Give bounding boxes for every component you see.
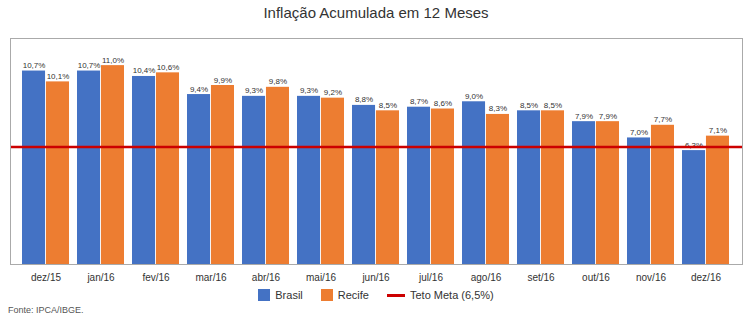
svg-text:mar/16: mar/16 (195, 272, 227, 283)
svg-text:fev/16: fev/16 (142, 272, 170, 283)
svg-text:abr/16: abr/16 (252, 272, 281, 283)
svg-text:jun/16: jun/16 (361, 272, 390, 283)
svg-text:9,2%: 9,2% (324, 88, 342, 97)
svg-text:7,0%: 7,0% (630, 128, 648, 137)
svg-text:8,5%: 8,5% (544, 101, 562, 110)
svg-text:9,8%: 9,8% (269, 77, 287, 86)
svg-text:dez/15: dez/15 (31, 272, 61, 283)
svg-text:out/16: out/16 (582, 272, 610, 283)
svg-text:7,9%: 7,9% (599, 112, 617, 121)
svg-text:set/16: set/16 (527, 272, 555, 283)
svg-text:10,6%: 10,6% (157, 63, 180, 72)
svg-text:11,0%: 11,0% (102, 56, 124, 65)
svg-text:10,1%: 10,1% (47, 72, 70, 81)
svg-text:9,3%: 9,3% (300, 86, 318, 95)
svg-text:8,3%: 8,3% (489, 104, 507, 113)
html-text:Fonte: IPCA/IBGE.: Fonte: IPCA/IBGE. (8, 305, 84, 315)
svg-text:9,4%: 9,4% (190, 85, 208, 94)
svg-text:mai/16: mai/16 (306, 272, 336, 283)
svg-text:9,0%: 9,0% (465, 92, 483, 101)
html-text:Teto Meta (6,5%): Teto Meta (6,5%) (410, 289, 494, 301)
svg-text:7,7%: 7,7% (654, 115, 672, 124)
svg-text:7,1%: 7,1% (709, 126, 727, 135)
svg-text:jul/16: jul/16 (418, 272, 443, 283)
svg-text:10,4%: 10,4% (133, 66, 156, 75)
svg-text:10,7%: 10,7% (23, 61, 46, 70)
svg-text:10,7%: 10,7% (78, 61, 101, 70)
svg-text:8,5%: 8,5% (520, 101, 538, 110)
svg-text:9,9%: 9,9% (214, 76, 232, 85)
html-text:Brasil: Brasil (275, 289, 303, 301)
svg-text:8,8%: 8,8% (355, 95, 373, 104)
svg-text:jan/16: jan/16 (86, 272, 115, 283)
svg-text:7,9%: 7,9% (575, 112, 593, 121)
svg-text:dez/16: dez/16 (691, 272, 721, 283)
svg-text:ago/16: ago/16 (471, 272, 502, 283)
svg-text:9,3%: 9,3% (245, 86, 263, 95)
svg-text:8,5%: 8,5% (379, 101, 397, 110)
html-text:Recife: Recife (337, 289, 369, 301)
svg-text:8,7%: 8,7% (410, 97, 428, 106)
svg-text:8,6%: 8,6% (434, 99, 452, 108)
svg-text:6,3%: 6,3% (685, 141, 703, 150)
html-text:Inflação Acumulada em 12 Meses: Inflação Acumulada em 12 Meses (263, 4, 489, 21)
svg-text:nov/16: nov/16 (636, 272, 666, 283)
